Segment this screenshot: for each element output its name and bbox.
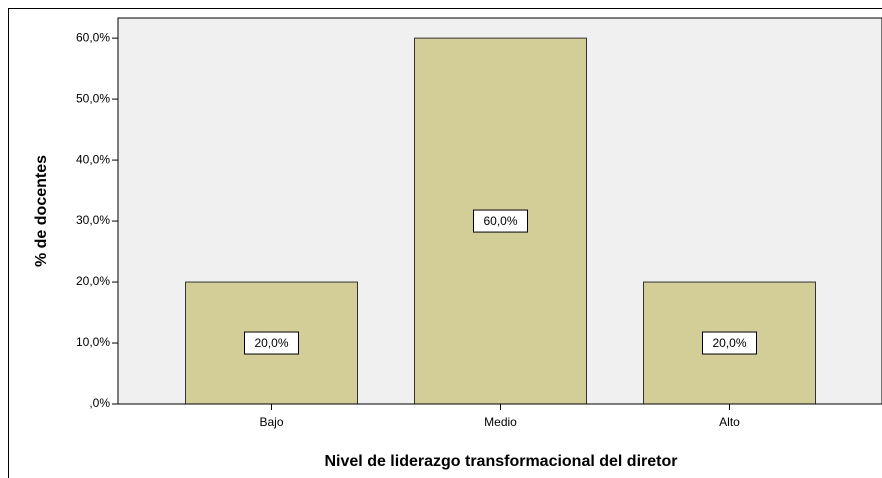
- x-tick-label: Alto: [719, 415, 740, 429]
- value-label: 60,0%: [483, 214, 517, 228]
- y-axis-title: % de docentes: [33, 155, 50, 267]
- y-tick-label: 50,0%: [76, 91, 110, 105]
- y-tick-label: 20,0%: [76, 274, 110, 288]
- x-axis-title: Nivel de liderazgo transformacional del …: [325, 453, 678, 470]
- y-tick-label: 60,0%: [76, 30, 110, 44]
- value-label: 20,0%: [254, 336, 288, 350]
- value-label-box: [702, 331, 757, 355]
- value-label-box: [244, 331, 299, 355]
- y-tick-label: 40,0%: [76, 152, 110, 166]
- y-tick-label: ,0%: [89, 396, 110, 410]
- y-tick-label: 30,0%: [76, 213, 110, 227]
- value-label-box: [473, 209, 528, 233]
- value-label: 20,0%: [712, 336, 746, 350]
- x-tick-label: Medio: [484, 415, 517, 429]
- y-tick-label: 10,0%: [76, 335, 110, 349]
- x-tick-label: Bajo: [259, 415, 283, 429]
